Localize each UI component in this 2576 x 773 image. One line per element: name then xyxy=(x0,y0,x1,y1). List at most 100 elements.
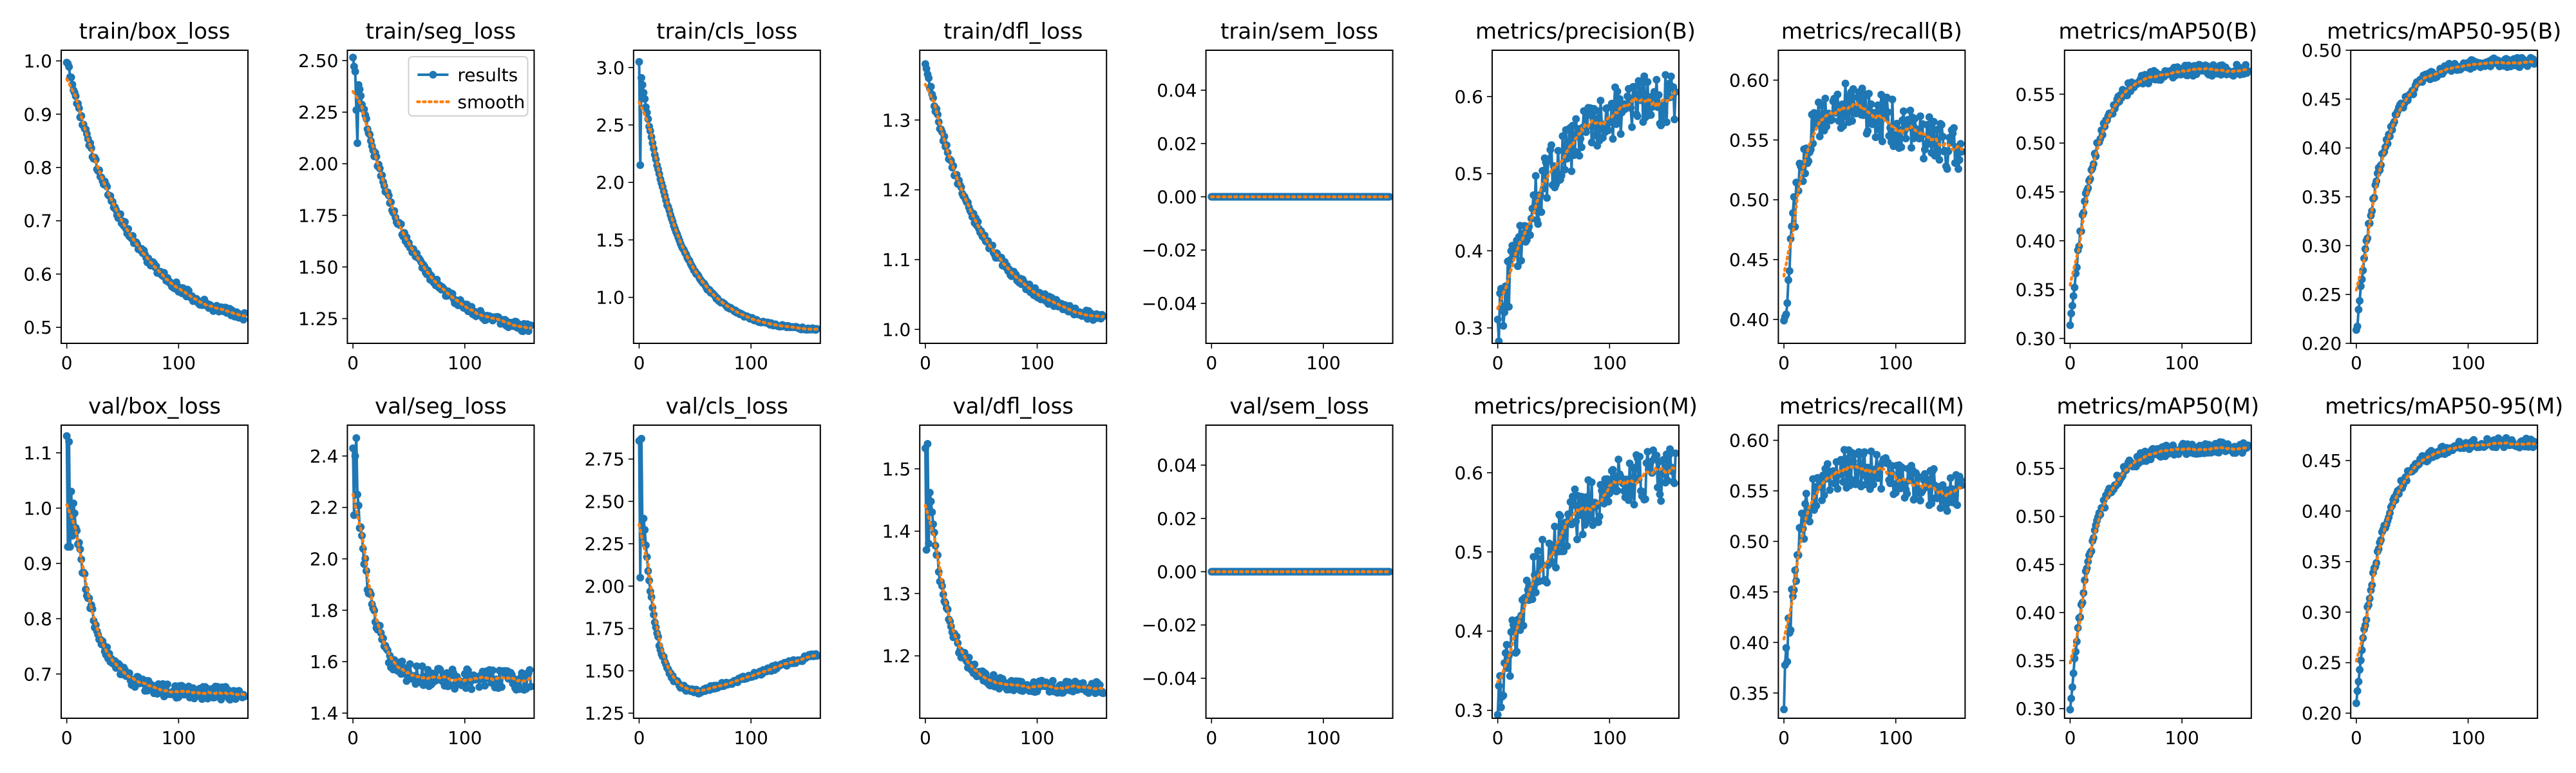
panel-train-dfl-loss: train/dfl_loss 1.0 1.1 1.2 1.3 0 100 xyxy=(882,19,1108,374)
y-tick-label: 0.6 xyxy=(1454,463,1483,484)
series-results-point xyxy=(639,89,648,97)
panel-title: val/box_loss xyxy=(88,394,221,419)
panel-metrics-recall-b: metrics/recall(B) 0.40 0.45 0.50 0.55 0.60 0 10… xyxy=(1729,19,1966,374)
panel-title: metrics/mAP50(B) xyxy=(2058,19,2257,44)
x-tick-label: 100 xyxy=(1020,727,1054,749)
series-results-point xyxy=(1624,482,1632,491)
series-results-point xyxy=(1513,647,1521,656)
series-results-point xyxy=(1571,485,1579,493)
x-tick-label: 100 xyxy=(1879,727,1913,749)
axes-frame xyxy=(632,50,821,344)
series-results-point xyxy=(989,671,998,679)
series-results-point xyxy=(1657,497,1665,505)
series-results-point xyxy=(352,106,361,114)
series-results-point xyxy=(2356,656,2365,665)
series-results-point xyxy=(1633,112,1642,120)
series-group xyxy=(1493,445,1679,718)
x-tick-label: 100 xyxy=(2164,352,2199,374)
y-tick-label: 2.0 xyxy=(596,172,625,193)
y-tick-label: 1.75 xyxy=(584,618,624,640)
panel-metrics-precision-m: metrics/precision(M) 0.3 0.4 0.5 0.6 0 100 xyxy=(1454,394,1697,749)
y-tick-label: 0.5 xyxy=(23,317,52,338)
series-results-point xyxy=(1804,157,1813,166)
x-tick-label: 0 xyxy=(61,727,73,749)
series-results-point xyxy=(349,444,357,452)
x-tick-label: 100 xyxy=(2164,727,2199,749)
series-results-point xyxy=(1609,135,1617,143)
axes-frame xyxy=(1777,425,1966,719)
series-results-point xyxy=(1841,79,1850,88)
series-results-line xyxy=(352,437,533,694)
axes-frame xyxy=(1205,425,1394,719)
series-results-point xyxy=(164,680,171,689)
series-results-point xyxy=(1572,517,1580,526)
x-tick-label: 100 xyxy=(162,352,196,374)
series-results-point xyxy=(67,73,75,81)
series-smooth-line xyxy=(65,77,247,318)
series-results-point xyxy=(1916,112,1924,120)
y-tick-label: 0.04 xyxy=(1157,80,1197,101)
y-tick-label: 1.0 xyxy=(596,287,625,309)
series-results-point xyxy=(418,662,426,671)
y-tick-label: 2.4 xyxy=(310,446,339,467)
y-tick-label: 0.6 xyxy=(1454,86,1483,108)
y-tick-label: 0.25 xyxy=(2302,653,2342,674)
series-results-point xyxy=(1531,571,1539,579)
series-results-point xyxy=(1870,481,1877,489)
series-results-point xyxy=(1079,679,1087,687)
series-results-point xyxy=(1638,78,1646,86)
panel-title: val/seg_loss xyxy=(375,394,507,419)
panel-val-seg-loss: val/seg_loss 1.4 1.6 1.8 2.0 2.2 2.4 0 100 xyxy=(310,394,535,749)
y-tick-label: 0.9 xyxy=(23,553,52,575)
series-results-point xyxy=(1595,107,1602,115)
series-results-point xyxy=(1560,166,1569,174)
series-results-point xyxy=(1628,488,1636,496)
series-results-point xyxy=(927,497,935,506)
series-results-line xyxy=(2069,438,2249,710)
series-results-point xyxy=(70,509,79,517)
series-results-point xyxy=(1656,490,1664,499)
series-results-point xyxy=(1888,95,1897,104)
series-results-point xyxy=(1797,510,1806,517)
series-results-point xyxy=(1958,148,1965,156)
y-tick-label: 0.60 xyxy=(1729,430,1769,452)
panel-title: metrics/precision(M) xyxy=(1473,394,1698,419)
series-results-point xyxy=(65,437,73,446)
series-results-point xyxy=(1557,171,1566,180)
series-results-point xyxy=(1539,167,1547,175)
series-group xyxy=(2352,434,2538,707)
y-tick-label: 0.3 xyxy=(1454,700,1483,721)
y-tick-label: 0.04 xyxy=(1157,455,1197,476)
y-tick-label: 0.60 xyxy=(1729,70,1769,91)
series-results-point xyxy=(1838,100,1846,108)
series-results-point xyxy=(1815,132,1824,140)
x-tick-label: 0 xyxy=(634,352,645,374)
x-tick-label: 0 xyxy=(1492,352,1504,374)
series-results-point xyxy=(1934,148,1942,156)
series-results-point xyxy=(1944,148,1953,155)
panel-title: train/cls_loss xyxy=(656,19,797,44)
series-results-point xyxy=(527,321,535,329)
series-results-point xyxy=(1537,560,1546,568)
series-results-point xyxy=(1569,501,1578,509)
panel-title: metrics/recall(M) xyxy=(1779,394,1964,419)
y-tick-label: 1.75 xyxy=(298,205,338,226)
series-results-point xyxy=(1530,553,1538,561)
x-tick-label: 100 xyxy=(162,727,196,749)
y-tick-label: 0.40 xyxy=(2015,231,2055,252)
series-results-point xyxy=(1814,115,1822,123)
x-tick-label: 0 xyxy=(920,352,931,374)
axes-frame xyxy=(919,50,1108,344)
series-results-point xyxy=(464,667,472,674)
series-results-point xyxy=(1884,108,1892,117)
x-tick-label: 0 xyxy=(634,727,645,749)
y-tick-label: 0.02 xyxy=(1157,508,1197,530)
y-tick-label: 0.30 xyxy=(2015,328,2055,349)
series-results-point xyxy=(638,435,645,443)
series-group xyxy=(2066,61,2251,329)
series-results-point xyxy=(1894,137,1902,145)
y-tick-label: 0.40 xyxy=(1729,632,1769,653)
y-tick-label: 0.35 xyxy=(2302,187,2342,208)
series-results-point xyxy=(354,139,361,148)
series-results-line xyxy=(65,435,246,702)
